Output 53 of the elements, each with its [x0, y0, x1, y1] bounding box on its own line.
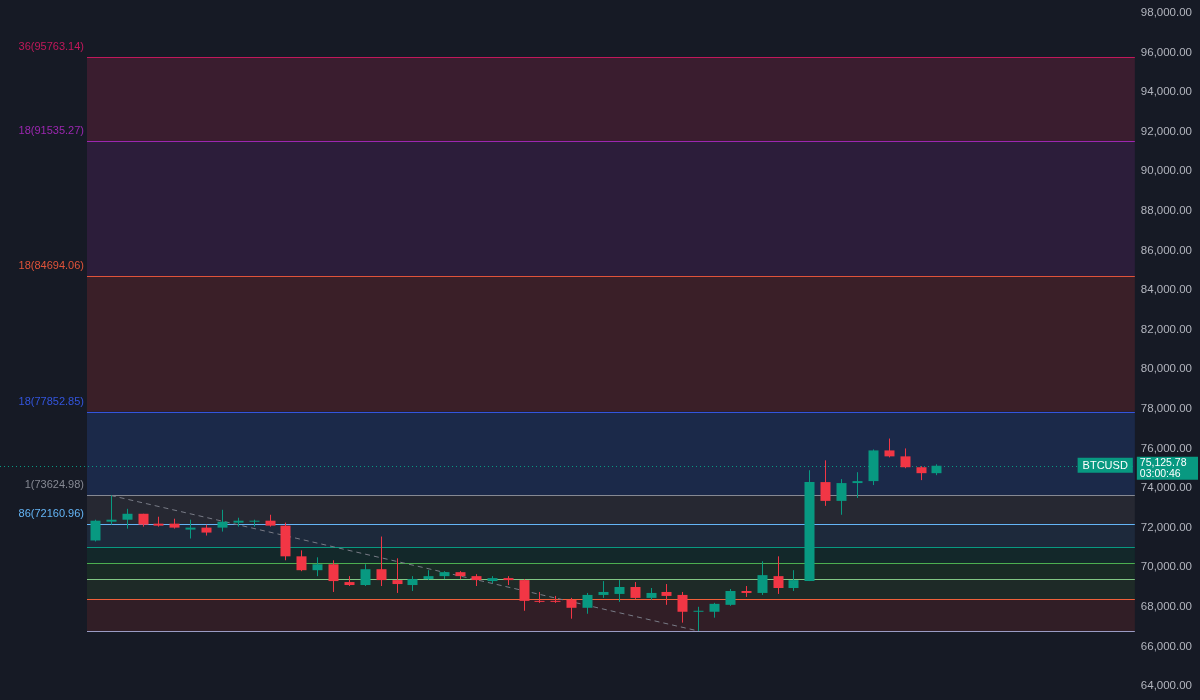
candlestick: [534, 591, 545, 604]
candlestick: [884, 438, 895, 458]
candlestick: [106, 494, 117, 526]
candlestick: [376, 536, 387, 587]
y-tick-label: 84,000.00: [1140, 283, 1193, 296]
y-tick-label: 92,000.00: [1140, 124, 1193, 137]
y-tick-label: 70,000.00: [1140, 560, 1193, 573]
candlestick: [312, 556, 323, 577]
candlestick: [614, 579, 625, 603]
ref-line-label: 18(77852.85): [18, 394, 84, 407]
ref-line-label: 36(95763.14): [18, 39, 84, 52]
candlestick: [185, 519, 196, 540]
candlestick: [582, 592, 593, 615]
ref-line-label: 86(72160.96): [18, 506, 84, 519]
y-tick-label: 88,000.00: [1140, 204, 1193, 217]
annotation: BTCUSD: [1082, 458, 1128, 471]
y-tick-label: 80,000.00: [1140, 362, 1193, 375]
candlestick: [392, 557, 403, 594]
candlestick: [328, 559, 339, 593]
candlestick: [519, 578, 530, 612]
candlestick: [693, 606, 704, 632]
y-tick-label: 74,000.00: [1140, 481, 1193, 494]
candlestick: [90, 519, 101, 542]
y-tick-label: 78,000.00: [1140, 402, 1193, 415]
y-tick-label: 72,000.00: [1140, 520, 1193, 533]
y-tick-label: 68,000.00: [1140, 599, 1193, 612]
y-tick-label: 64,000.00: [1140, 679, 1193, 692]
y-tick-label: 90,000.00: [1140, 164, 1193, 177]
ref-line-label: 18(91535.27): [18, 123, 84, 136]
candlestick: [836, 478, 847, 516]
y-tick-label: 98,000.00: [1140, 6, 1193, 19]
y-tick-label: 66,000.00: [1140, 639, 1193, 652]
candlestick: [677, 591, 688, 624]
y-tick-label: 86,000.00: [1140, 243, 1193, 256]
ref-line-label: 1(73624.98): [24, 477, 84, 490]
candlestick: [661, 583, 672, 606]
ref-line-label: 18(84694.06): [18, 258, 84, 271]
candlestick: [852, 471, 863, 499]
y-tick-label: 82,000.00: [1140, 322, 1193, 335]
candlestick: [360, 563, 371, 587]
y-tick-label: 76,000.00: [1140, 441, 1193, 454]
candlestick: [296, 549, 307, 572]
ref-line-label: 75,125.78: [1139, 455, 1187, 468]
y-tick-label: 96,000.00: [1140, 45, 1193, 58]
y-tick-label: 94,000.00: [1140, 85, 1193, 98]
candlestick: [820, 459, 831, 507]
candlestick: [757, 560, 768, 596]
candlestick: [773, 555, 784, 595]
candlestick: [217, 509, 228, 533]
candlestick: [566, 597, 577, 620]
candlestick: [788, 569, 799, 592]
candlestick: [900, 447, 911, 469]
candlestick: [122, 508, 133, 530]
